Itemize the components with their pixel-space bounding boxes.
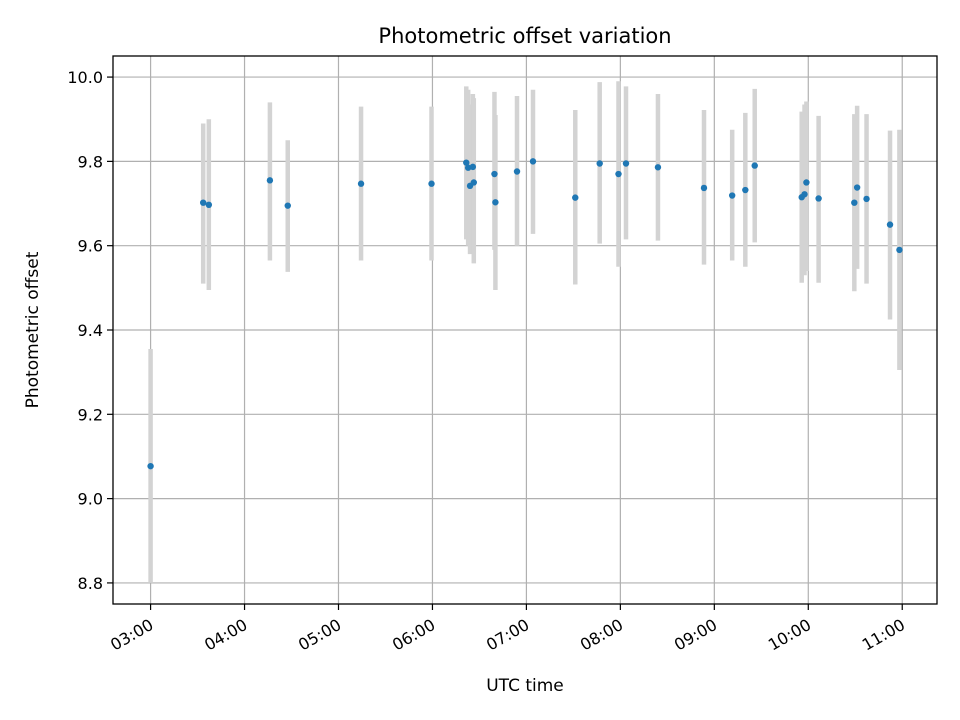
data-point bbox=[199, 199, 207, 206]
x-tick-label: 11:00 bbox=[859, 615, 908, 655]
x-tick-label: 03:00 bbox=[107, 615, 156, 655]
axis-ticks: 03:00 04:00 05:00 06:00 07:00 08:00 09:00 10:00… bbox=[67, 68, 908, 654]
x-tick-label: 07:00 bbox=[483, 615, 532, 655]
data-point bbox=[513, 168, 521, 175]
data-point bbox=[654, 164, 662, 171]
x-tick-label: 08:00 bbox=[577, 615, 626, 655]
data-point bbox=[491, 170, 498, 178]
data-point bbox=[700, 184, 708, 192]
x-tick-label: 10:00 bbox=[765, 615, 814, 655]
data-point bbox=[147, 462, 154, 470]
data-point bbox=[529, 158, 537, 165]
y-tick-label: 9.8 bbox=[78, 152, 103, 171]
data-point bbox=[428, 180, 435, 187]
data-point bbox=[751, 162, 758, 169]
data-point bbox=[266, 177, 274, 184]
data-point bbox=[803, 179, 810, 186]
grid bbox=[113, 56, 937, 604]
data-point bbox=[596, 160, 603, 167]
data-point bbox=[357, 180, 365, 187]
data-point bbox=[492, 199, 499, 206]
y-tick-label: 9.4 bbox=[78, 321, 103, 340]
data-point bbox=[742, 186, 749, 194]
data-point bbox=[815, 195, 822, 202]
data-point bbox=[863, 195, 870, 203]
x-tick-label: 05:00 bbox=[295, 615, 344, 655]
data-point bbox=[470, 179, 477, 186]
data-point bbox=[615, 170, 622, 178]
data-point bbox=[622, 160, 630, 167]
y-tick-label: 9.0 bbox=[78, 490, 103, 509]
x-tick-label: 04:00 bbox=[201, 615, 250, 655]
y-tick-label: 9.2 bbox=[78, 405, 103, 424]
x-tick-label: 06:00 bbox=[389, 615, 438, 655]
data-point bbox=[469, 163, 477, 171]
data-point bbox=[801, 191, 808, 198]
y-tick-label: 8.8 bbox=[78, 574, 103, 593]
data-point bbox=[851, 199, 858, 206]
data-point bbox=[205, 201, 213, 209]
error-bars bbox=[148, 81, 902, 583]
y-tick-label: 9.6 bbox=[78, 237, 103, 256]
data-points bbox=[147, 158, 903, 470]
data-point bbox=[886, 221, 894, 228]
data-point bbox=[728, 192, 736, 199]
data-point bbox=[463, 159, 470, 166]
x-axis-label: UTC time bbox=[486, 676, 564, 696]
data-point bbox=[853, 184, 861, 191]
x-tick-label: 09:00 bbox=[671, 615, 720, 655]
chart-title: Photometric offset variation bbox=[378, 24, 671, 48]
y-axis-label: Photometric offset bbox=[23, 251, 43, 408]
y-tick-label: 10.0 bbox=[67, 68, 103, 87]
data-point bbox=[896, 246, 903, 254]
data-point bbox=[572, 194, 579, 201]
data-point bbox=[284, 202, 291, 209]
